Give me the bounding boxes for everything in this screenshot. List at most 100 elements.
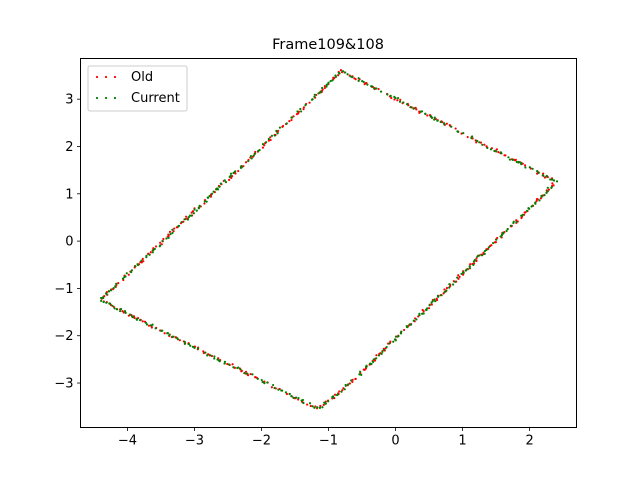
data-point-current xyxy=(254,152,257,155)
data-point-current xyxy=(166,331,170,335)
data-point-current xyxy=(350,379,353,382)
data-point-current xyxy=(379,90,383,93)
data-point-current xyxy=(108,302,111,305)
data-point-old xyxy=(415,108,418,111)
data-point-current xyxy=(204,351,207,354)
data-point-current xyxy=(495,150,498,153)
data-point-old xyxy=(536,198,539,201)
data-point-current xyxy=(358,370,362,373)
data-point-current xyxy=(546,186,549,189)
data-point-current xyxy=(373,87,376,90)
data-point-current xyxy=(276,132,279,135)
data-point-current xyxy=(528,166,531,169)
data-point-current xyxy=(130,269,134,272)
data-point-current xyxy=(493,149,496,153)
data-point-current xyxy=(261,380,264,384)
data-point-current xyxy=(334,75,337,78)
legend-entry-current: Current xyxy=(95,91,180,106)
data-point-current xyxy=(521,213,524,216)
data-point-current xyxy=(224,181,228,184)
data-point-current xyxy=(552,179,556,182)
data-point-current xyxy=(297,396,300,400)
data-point-old xyxy=(133,316,136,319)
data-point-current xyxy=(130,315,134,318)
data-point-current xyxy=(358,373,361,376)
data-point-current xyxy=(288,392,291,396)
data-point-current xyxy=(550,186,553,189)
data-point-current xyxy=(304,104,307,107)
data-point-old xyxy=(399,98,402,101)
data-point-current xyxy=(412,107,415,110)
data-point-current xyxy=(344,384,347,387)
x-tick-label: 0 xyxy=(391,434,399,449)
data-point-current xyxy=(371,360,375,364)
legend-entry-old: Old xyxy=(95,70,153,85)
data-point-old xyxy=(319,404,322,408)
data-point-current xyxy=(187,216,190,219)
legend-label-old: Old xyxy=(131,70,153,85)
data-point-current xyxy=(525,209,529,212)
data-point-current xyxy=(270,134,274,137)
data-point-old xyxy=(141,320,144,323)
data-point-current xyxy=(495,238,498,241)
data-point-current xyxy=(243,372,246,375)
data-point-old xyxy=(489,244,492,248)
data-point-current xyxy=(258,148,261,152)
data-point-current xyxy=(266,381,269,384)
y-tick-label: 0 xyxy=(65,235,73,250)
data-point-current xyxy=(406,326,409,329)
data-point-current xyxy=(434,300,437,303)
data-point-old xyxy=(333,393,337,396)
data-point-old xyxy=(244,370,248,373)
data-point-current xyxy=(193,346,196,349)
data-point-current xyxy=(216,358,219,361)
data-point-current xyxy=(408,323,411,326)
y-axis: −3 −2 −1 0 1 2 3 xyxy=(54,93,81,392)
data-point-current xyxy=(144,321,147,324)
data-point-old xyxy=(226,362,229,366)
data-point-current xyxy=(249,154,253,158)
data-point-old xyxy=(202,350,205,353)
data-point-current xyxy=(430,301,433,304)
data-point-current xyxy=(450,125,453,128)
data-point-old xyxy=(172,230,175,233)
data-point-current xyxy=(430,116,434,119)
data-point-old xyxy=(182,220,185,223)
data-point-current xyxy=(223,179,226,182)
data-point-current xyxy=(183,340,186,343)
data-point-current xyxy=(134,265,137,268)
data-point-current xyxy=(261,143,265,146)
data-point-current xyxy=(534,202,537,205)
data-point-current xyxy=(229,172,233,175)
data-point-old xyxy=(168,230,172,233)
data-point-current xyxy=(507,156,510,159)
data-point-current xyxy=(171,228,174,231)
data-point-current xyxy=(195,209,198,212)
data-point-old xyxy=(396,99,399,102)
data-point-old xyxy=(297,112,300,115)
data-point-current xyxy=(372,358,375,361)
data-point-current xyxy=(500,152,503,155)
data-point-current xyxy=(311,405,314,408)
data-point-current xyxy=(234,170,237,173)
data-point-current xyxy=(486,146,489,150)
data-point-current xyxy=(114,285,117,288)
data-point-current xyxy=(451,283,455,286)
data-point-current xyxy=(472,263,475,266)
data-point-current xyxy=(536,170,539,173)
data-point-current xyxy=(362,80,365,84)
data-point-old xyxy=(520,216,523,220)
data-point-current xyxy=(412,319,415,322)
data-point-old xyxy=(142,260,145,263)
data-point-current xyxy=(327,400,330,403)
data-point-current xyxy=(213,355,216,358)
data-point-current xyxy=(267,137,270,141)
data-point-current xyxy=(405,103,409,106)
legend-marker-old xyxy=(95,75,99,79)
data-point-current xyxy=(340,390,343,393)
data-point-current xyxy=(272,383,275,387)
data-point-current xyxy=(546,190,549,193)
data-point-current xyxy=(425,308,428,312)
data-point-current xyxy=(300,110,303,113)
data-point-current xyxy=(483,252,486,255)
